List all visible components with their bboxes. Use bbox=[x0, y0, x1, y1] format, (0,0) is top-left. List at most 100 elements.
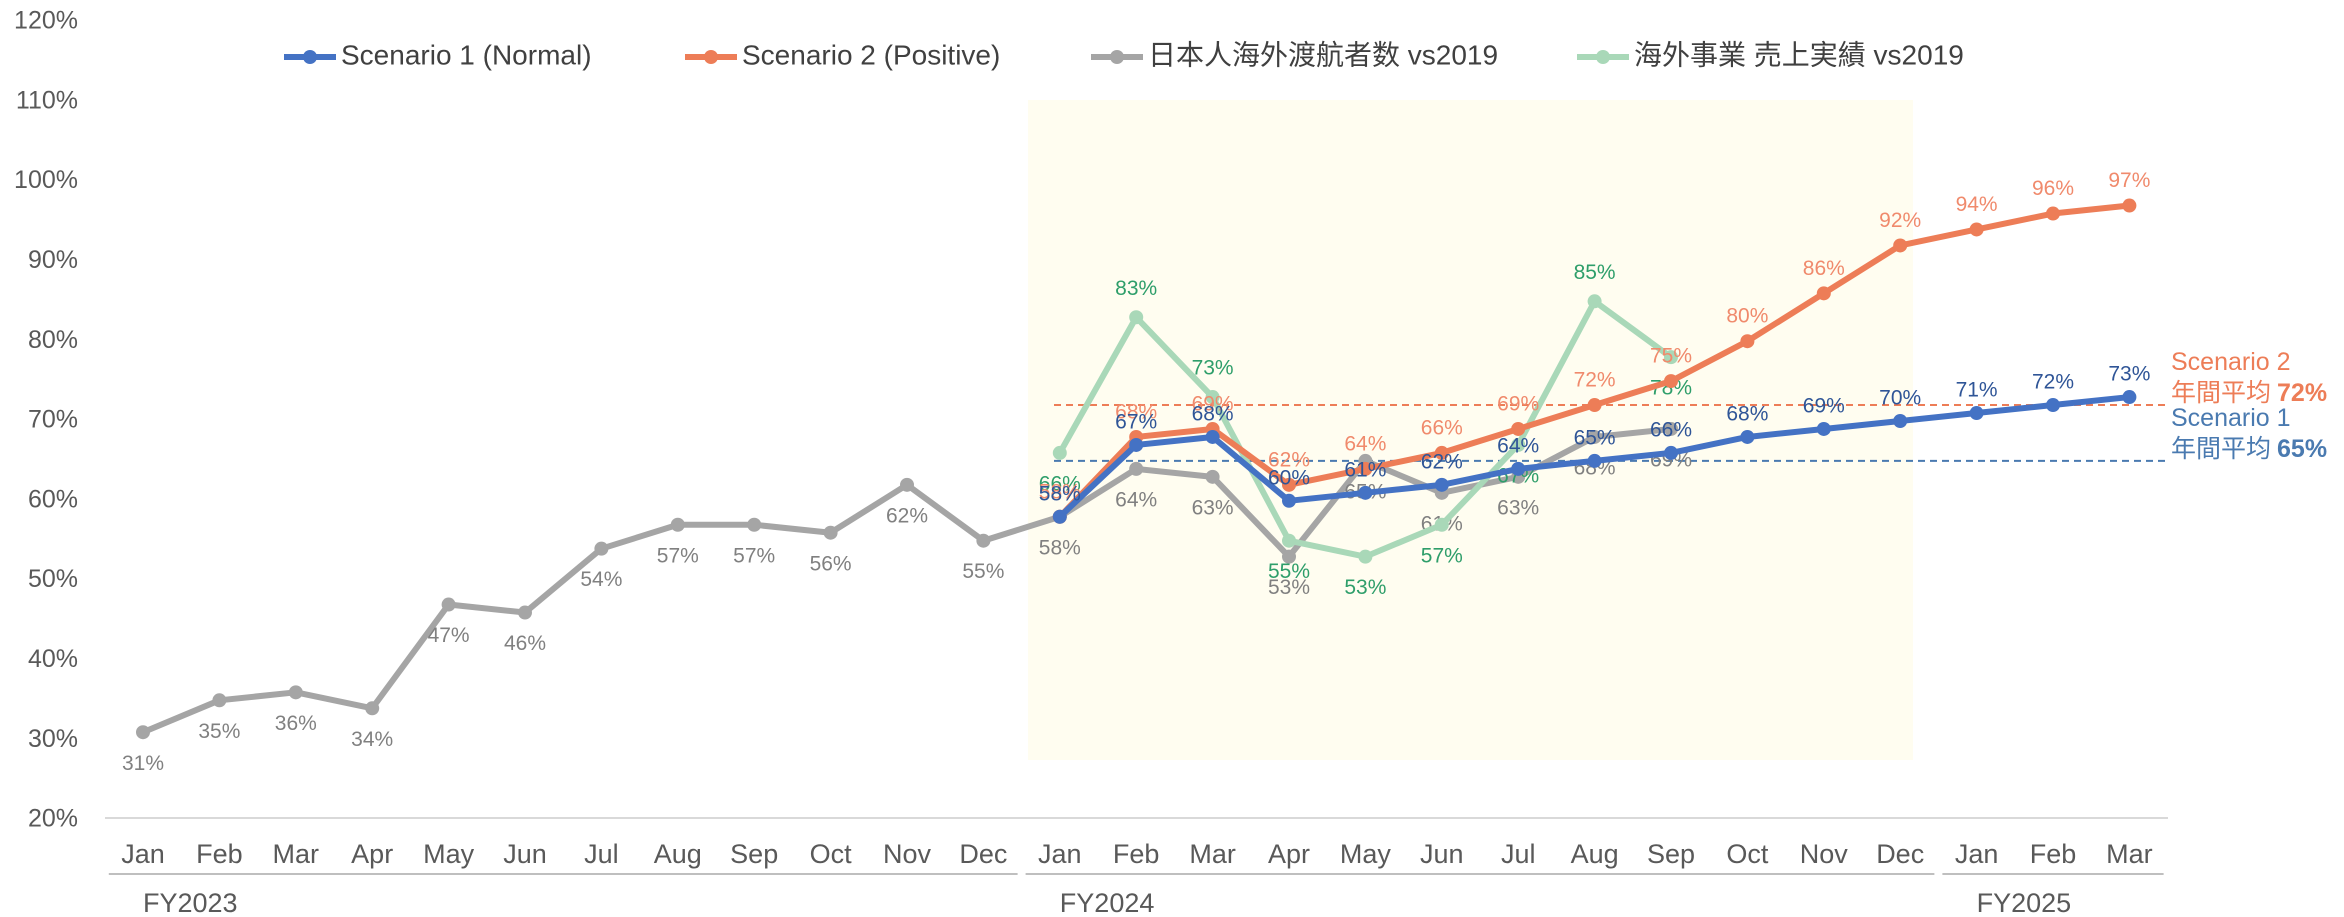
data-label: 80% bbox=[1726, 305, 1768, 328]
x-tick-label: May bbox=[1340, 839, 1392, 869]
data-label: 55% bbox=[962, 560, 1004, 583]
y-tick-label: 120% bbox=[14, 7, 78, 35]
data-point bbox=[1282, 533, 1296, 548]
data-label: 36% bbox=[275, 712, 317, 735]
x-tick-label: Jan bbox=[1038, 839, 1082, 869]
y-tick-label: 40% bbox=[28, 645, 78, 673]
x-tick-label: Dec bbox=[959, 839, 1007, 869]
data-point bbox=[1664, 374, 1678, 389]
data-point bbox=[1664, 350, 1678, 365]
data-point bbox=[1511, 437, 1526, 452]
data-point bbox=[1358, 485, 1373, 500]
x-tick-label: Jul bbox=[1501, 839, 1536, 869]
data-label: 72% bbox=[1574, 369, 1616, 392]
data-label: 69% bbox=[1497, 393, 1539, 416]
data-label: 94% bbox=[1956, 193, 1998, 216]
data-point bbox=[1129, 310, 1144, 325]
data-label: 73% bbox=[1192, 357, 1234, 380]
data-point bbox=[1052, 445, 1067, 460]
data-point bbox=[1282, 549, 1296, 564]
x-tick-label: Jan bbox=[121, 839, 165, 869]
data-point bbox=[1511, 461, 1526, 476]
data-label: 66% bbox=[1421, 416, 1463, 439]
data-point bbox=[2122, 390, 2137, 405]
data-point bbox=[1434, 517, 1449, 532]
data-point bbox=[1129, 437, 1144, 452]
data-point bbox=[1358, 549, 1373, 564]
data-label: 60% bbox=[1268, 466, 1310, 489]
data-point bbox=[365, 701, 380, 716]
data-point bbox=[136, 725, 150, 740]
data-label: 73% bbox=[2108, 363, 2150, 386]
data-label: 69% bbox=[1192, 393, 1234, 416]
data-point bbox=[1129, 461, 1144, 476]
data-point bbox=[1587, 429, 1602, 444]
group-label: FY2024 bbox=[1060, 888, 1155, 917]
data-point bbox=[518, 605, 532, 620]
data-point bbox=[823, 525, 838, 540]
legend-marker bbox=[303, 50, 317, 64]
group-label: FY2023 bbox=[143, 888, 238, 917]
data-label: 35% bbox=[198, 720, 240, 743]
data-label: 64% bbox=[1497, 434, 1539, 457]
data-label: 56% bbox=[810, 552, 852, 575]
data-label: 85% bbox=[1574, 261, 1616, 284]
data-label: 63% bbox=[1192, 496, 1234, 519]
data-label: 47% bbox=[428, 624, 470, 647]
data-label: 62% bbox=[1421, 450, 1463, 473]
data-point bbox=[1282, 493, 1296, 508]
data-point bbox=[1969, 406, 1984, 421]
data-label: 58% bbox=[1039, 480, 1081, 503]
data-point bbox=[212, 693, 227, 708]
reference-label: 年間平均 bbox=[2171, 435, 2271, 463]
data-point bbox=[1434, 477, 1449, 492]
x-tick-label: Mar bbox=[1189, 839, 1236, 869]
data-point bbox=[1740, 429, 1755, 444]
y-tick-label: 110% bbox=[16, 86, 78, 114]
x-tick-label: Jan bbox=[1955, 839, 1999, 869]
data-point bbox=[2046, 206, 2060, 221]
data-label: 92% bbox=[1879, 209, 1921, 232]
data-point bbox=[1358, 461, 1373, 476]
y-tick-label: 30% bbox=[28, 725, 78, 753]
data-point bbox=[594, 541, 609, 556]
data-point bbox=[1816, 421, 1831, 436]
reference-name: Scenario 1 bbox=[2171, 404, 2291, 432]
data-label: 58% bbox=[1039, 536, 1081, 559]
data-label: 58% bbox=[1039, 482, 1081, 505]
reference-value: 65% bbox=[2277, 435, 2327, 463]
x-tick-label: Mar bbox=[273, 839, 320, 869]
x-tick-label: Dec bbox=[1876, 839, 1924, 869]
data-label: 62% bbox=[1268, 448, 1310, 471]
x-tick-label: Jun bbox=[503, 839, 547, 869]
data-point bbox=[900, 477, 914, 492]
x-tick-label: Nov bbox=[883, 839, 932, 869]
data-label: 63% bbox=[1497, 496, 1539, 519]
data-point bbox=[1893, 238, 1908, 253]
data-label: 65% bbox=[1574, 426, 1616, 449]
data-label: 71% bbox=[1956, 379, 1998, 402]
data-label: 70% bbox=[1879, 387, 1921, 410]
reference-annotation: Scenario 2 年間平均 72% bbox=[2171, 348, 2327, 407]
x-tick-label: Oct bbox=[810, 839, 853, 869]
data-point bbox=[441, 597, 456, 612]
legend-label: Scenario 1 (Normal) bbox=[341, 39, 592, 70]
data-point bbox=[1587, 453, 1602, 468]
data-label: 54% bbox=[580, 568, 622, 591]
data-label: 31% bbox=[122, 752, 164, 775]
legend-label: 日本人海外渡航者数 vs2019 bbox=[1148, 39, 1498, 70]
reference-name: Scenario 2 bbox=[2171, 348, 2291, 376]
data-point bbox=[747, 517, 762, 532]
y-tick-label: 80% bbox=[28, 326, 78, 354]
data-label: 68% bbox=[1726, 403, 1768, 426]
data-point bbox=[1969, 222, 1984, 237]
data-label: 34% bbox=[351, 728, 393, 751]
data-label: 53% bbox=[1268, 576, 1310, 599]
data-label: 55% bbox=[1268, 560, 1310, 583]
data-label: 57% bbox=[1421, 544, 1463, 567]
data-point bbox=[1893, 414, 1908, 428]
legend-label: Scenario 2 (Positive) bbox=[742, 39, 1000, 70]
x-tick-label: Aug bbox=[654, 839, 702, 869]
legend-label: 海外事業 売上実績 vs2019 bbox=[1634, 39, 1964, 70]
